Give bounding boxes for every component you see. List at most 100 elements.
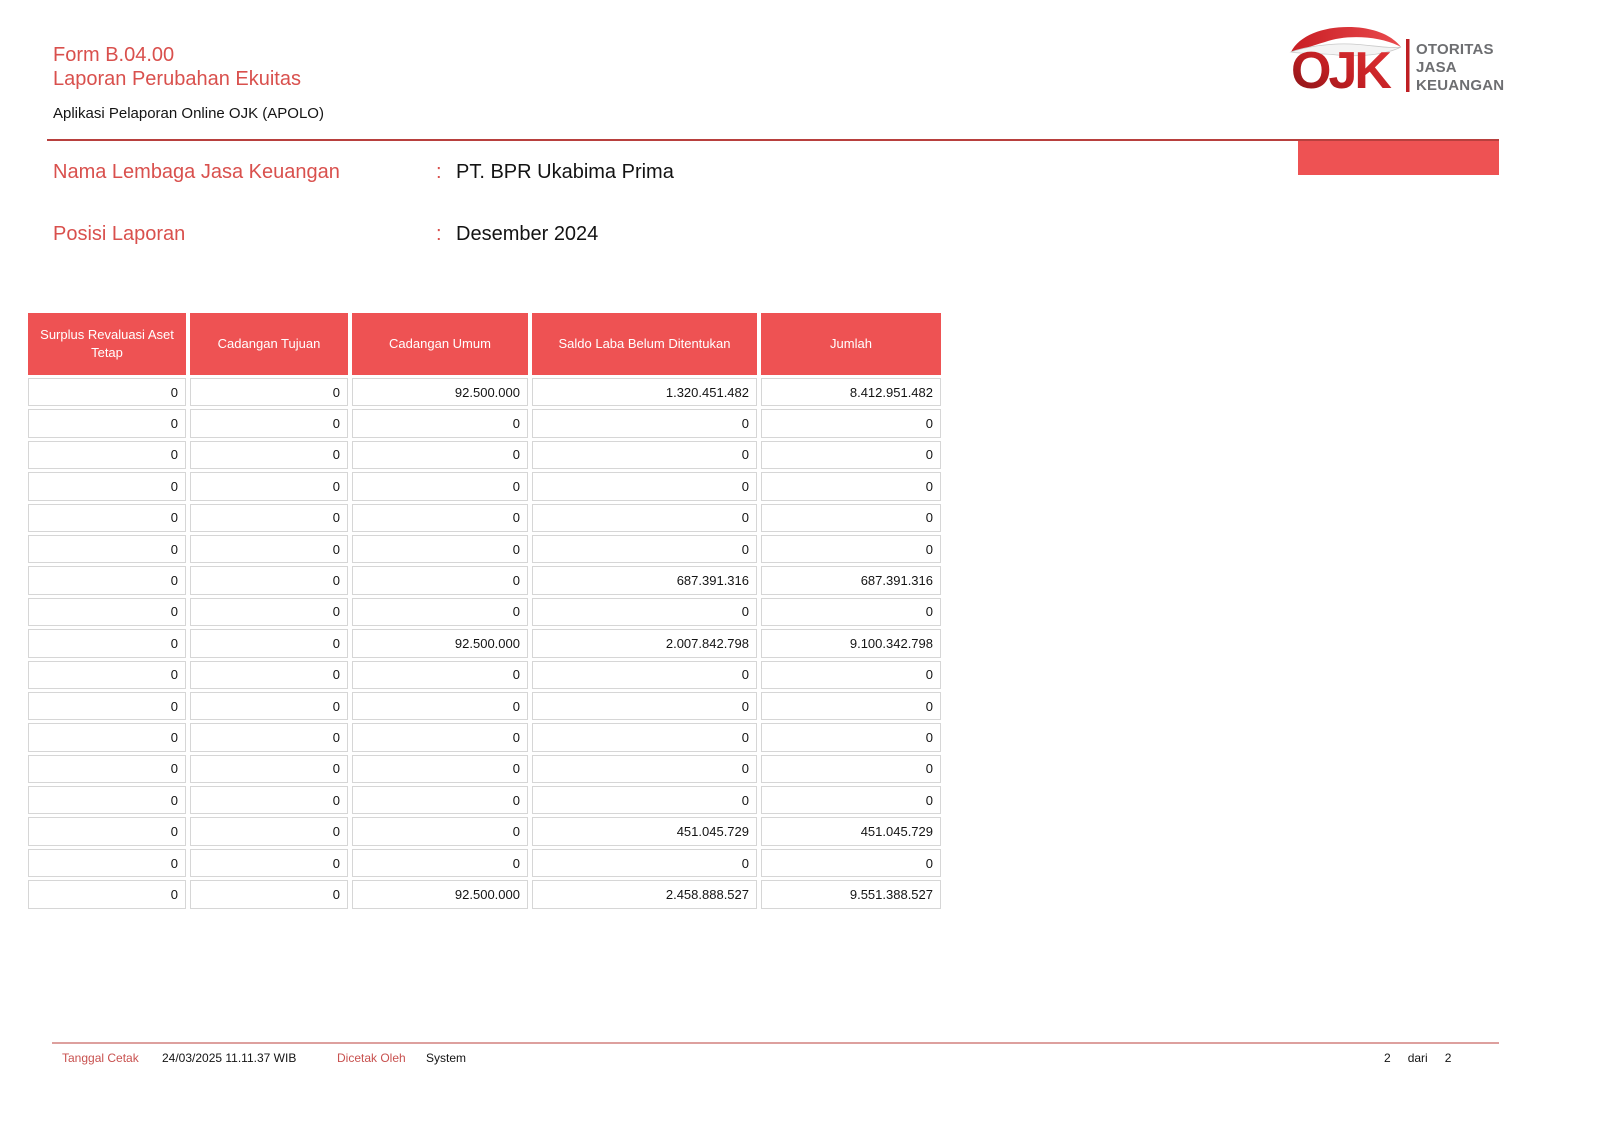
- pagination: 2 dari 2: [1384, 1051, 1451, 1065]
- table-cell: 451.045.729: [532, 817, 757, 846]
- printed-by-label: Dicetak Oleh: [337, 1051, 406, 1065]
- table-cell: 92.500.000: [352, 378, 528, 407]
- table-cell: 0: [761, 503, 941, 532]
- table-cell: 0: [352, 754, 528, 784]
- table-cell: 0: [352, 660, 528, 689]
- logo-org-line-1: OTORITAS: [1416, 41, 1494, 58]
- table-row: 0 0 0 451.045.729 451.045.729: [28, 817, 941, 846]
- table-cell: 0: [352, 503, 528, 532]
- table-cell: 8.412.951.482: [761, 378, 941, 407]
- table-cell: 1.320.451.482: [532, 378, 757, 407]
- page-separator: dari: [1407, 1051, 1428, 1065]
- table-row: 0 0 0 687.391.316 687.391.316: [28, 566, 941, 595]
- table-cell: 0: [352, 472, 528, 501]
- table-cell: 0: [28, 629, 186, 658]
- column-header: Cadangan Tujuan: [190, 313, 348, 375]
- field-nama-lembaga: Nama Lembaga Jasa Keuangan : PT. BPR Uka…: [53, 161, 953, 187]
- table-cell: 92.500.000: [352, 880, 528, 909]
- table-cell: 0: [532, 597, 757, 627]
- field-label: Posisi Laporan: [53, 223, 186, 245]
- table-cell: 92.500.000: [352, 629, 528, 658]
- table-cell: 0: [28, 409, 186, 438]
- form-code: Form B.04.00: [53, 44, 175, 66]
- table-cell: 0: [190, 848, 348, 878]
- table-cell: 0: [28, 534, 186, 564]
- print-date-label: Tanggal Cetak: [62, 1051, 139, 1065]
- table-cell: 0: [352, 534, 528, 564]
- page-current: 2: [1384, 1051, 1391, 1065]
- table-cell: 0: [532, 691, 757, 721]
- table-cell: 0: [761, 754, 941, 784]
- table-cell: 0: [190, 723, 348, 752]
- table-cell: 0: [532, 848, 757, 878]
- print-date-value: 24/03/2025 11.11.37 WIB: [162, 1051, 297, 1065]
- column-header: Cadangan Umum: [352, 313, 528, 375]
- ojk-brand-text: OJK: [1291, 42, 1392, 100]
- field-separator: :: [436, 161, 442, 183]
- table-cell: 0: [761, 691, 941, 721]
- page-total: 2: [1444, 1051, 1452, 1065]
- table-row: 0 0 92.500.000 2.007.842.798 9.100.342.798: [28, 629, 941, 658]
- table-cell: 0: [28, 440, 186, 470]
- flag-swoosh-icon: [1289, 27, 1402, 57]
- table-cell: 451.045.729: [761, 817, 941, 846]
- table-cell: 0: [532, 534, 757, 564]
- table-cell: 0: [28, 880, 186, 909]
- table-cell: 0: [532, 440, 757, 470]
- table-cell: 0: [28, 786, 186, 815]
- table-header-row: Surplus Revaluasi Aset Tetap Cadangan Tuj…: [28, 313, 941, 375]
- logo-divider: [1406, 39, 1410, 92]
- column-header: Saldo Laba Belum Ditentukan: [532, 313, 757, 375]
- table-cell: 0: [28, 691, 186, 721]
- table-cell: 687.391.316: [532, 566, 757, 595]
- table-cell: 0: [352, 848, 528, 878]
- footer-divider: [52, 1042, 1499, 1044]
- table-cell: 0: [28, 723, 186, 752]
- table-row: 0 0 92.500.000 2.458.888.527 9.551.388.527: [28, 880, 941, 909]
- column-header: Jumlah: [761, 313, 941, 375]
- table-cell: 0: [190, 786, 348, 815]
- table-cell: 0: [532, 786, 757, 815]
- table-cell: 2.458.888.527: [532, 880, 757, 909]
- field-value: PT. BPR Ukabima Prima: [456, 161, 674, 183]
- table-cell: 0: [28, 817, 186, 846]
- table-cell: 0: [761, 534, 941, 564]
- table-cell: 0: [190, 503, 348, 532]
- table-cell: 0: [28, 472, 186, 501]
- table-cell: 0: [190, 597, 348, 627]
- table-cell: 0: [352, 817, 528, 846]
- printed-by-value: System: [426, 1051, 467, 1065]
- table-row: 0 0 92.500.000 1.320.451.482 8.412.951.482: [28, 378, 941, 407]
- ojk-logo-graphic: OJK OTORITAS JASA KEUANGAN: [1289, 27, 1504, 100]
- table-cell: 0: [28, 754, 186, 784]
- table-cell: 0: [352, 440, 528, 470]
- table-cell: 0: [28, 378, 186, 407]
- table-cell: 0: [352, 409, 528, 438]
- table-cell: 0: [190, 880, 348, 909]
- table-cell: 0: [190, 409, 348, 438]
- table-cell: 0: [532, 472, 757, 501]
- table-cell: 0: [761, 472, 941, 501]
- table-cell: 0: [761, 848, 941, 878]
- table-cell: 0: [352, 597, 528, 627]
- table-cell: 0: [190, 534, 348, 564]
- table-cell: 0: [761, 409, 941, 438]
- table-cell: 687.391.316: [761, 566, 941, 595]
- table-cell: 0: [190, 378, 348, 407]
- table-cell: 0: [352, 786, 528, 815]
- ojk-logo: OJK OTORITAS JASA KEUANGAN: [1285, 24, 1505, 108]
- logo-org-line-3: KEUANGAN: [1416, 77, 1504, 94]
- table-cell: 0: [532, 754, 757, 784]
- field-label: Nama Lembaga Jasa Keuangan: [53, 161, 340, 183]
